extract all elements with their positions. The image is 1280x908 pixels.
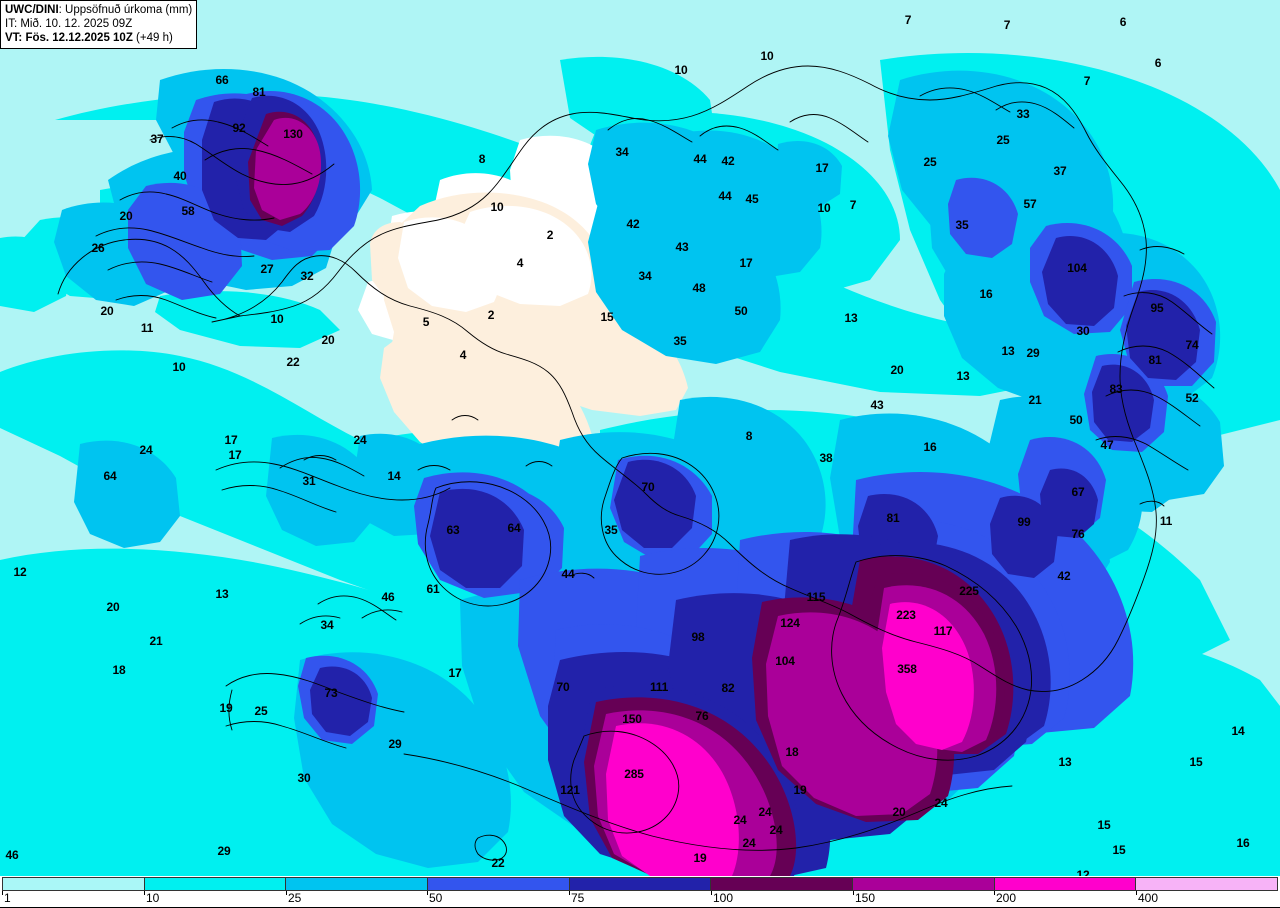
- color-swatch: [1136, 878, 1278, 890]
- tick-label: 400: [1138, 891, 1159, 905]
- color-swatch: [3, 878, 145, 890]
- tick-label: 100: [713, 891, 734, 905]
- valid-time-line: VT: Fös. 12.12.2025 10Z (+49 h): [5, 31, 191, 45]
- tick-mark: [2, 891, 3, 895]
- forecast-hour: (+49 h): [132, 32, 173, 44]
- tick-label: 150: [855, 891, 876, 905]
- tick-label: 200: [996, 891, 1017, 905]
- color-swatch: [428, 878, 570, 890]
- tick-mark: [853, 891, 854, 895]
- color-scale-strip: [2, 877, 1278, 891]
- color-swatch: [569, 878, 712, 890]
- color-swatch: [853, 878, 995, 890]
- color-scale-ticks: 1 10 25 50 75 100 150 200 400: [2, 891, 1278, 907]
- tick-label: 50: [429, 891, 443, 905]
- model-name: UWC/DINI: [5, 4, 59, 16]
- color-swatch: [144, 878, 287, 890]
- tick-label: 10: [146, 891, 160, 905]
- color-swatch: [994, 878, 1137, 890]
- tick-mark: [1136, 891, 1137, 895]
- map-info-box: UWC/DINI: Uppsöfnuð úrkoma (mm) IT: Mið.…: [0, 0, 197, 49]
- color-scale-legend: 1 10 25 50 75 100 150 200 400: [0, 876, 1280, 908]
- tick-mark: [569, 891, 570, 895]
- tick-mark: [286, 891, 287, 895]
- tick-mark: [427, 891, 428, 895]
- color-swatch: [286, 878, 429, 890]
- tick-label: 75: [571, 891, 585, 905]
- init-time-line: IT: Mið. 10. 12. 2025 09Z: [5, 18, 133, 30]
- precipitation-map[interactable]: 7 10 10 7 6 6 7 66 81 92 130 33 25 25 37 34 44 42 17 37 40 8 1…: [0, 0, 1280, 876]
- valid-time: VT: Fös. 12.12.2025 10Z: [5, 32, 133, 44]
- tick-mark: [144, 891, 145, 895]
- model-and-field-line: UWC/DINI: Uppsöfnuð úrkoma (mm): [5, 3, 193, 17]
- color-swatch: [711, 878, 854, 890]
- tick-mark: [994, 891, 995, 895]
- map-raster: [0, 52, 1280, 876]
- field-name: : Uppsöfnuð úrkoma (mm): [58, 4, 193, 16]
- tick-label: 1: [4, 891, 11, 905]
- tick-mark: [711, 891, 712, 895]
- tick-label: 25: [288, 891, 302, 905]
